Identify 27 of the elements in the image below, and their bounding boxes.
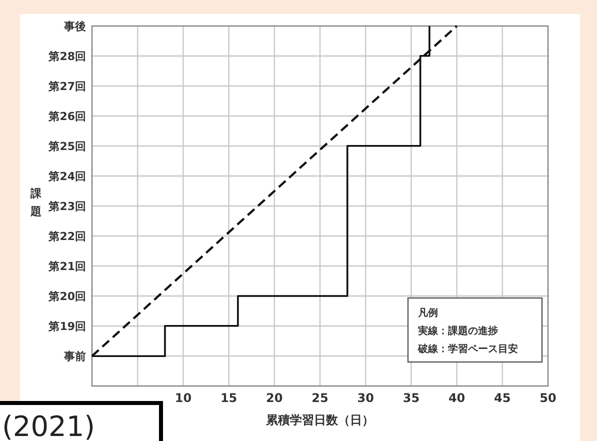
- annotation: 実線：課題の進捗: [417, 325, 498, 337]
- x-tick-label: 15: [220, 391, 238, 405]
- category-label: 第28回: [48, 50, 86, 63]
- x-tick-label: 10: [174, 391, 192, 405]
- category-label: 第25回: [48, 140, 86, 153]
- y-axis-title: 課題: [30, 187, 42, 218]
- category-label: 事後: [64, 20, 86, 33]
- x-axis-title: 累積学習日数（日）: [265, 413, 374, 427]
- x-tick-label: 45: [494, 391, 511, 405]
- category-label: 事前: [64, 350, 86, 363]
- x-tick-label: 30: [357, 391, 374, 405]
- text: (2021): [2, 410, 96, 441]
- annotation: 破線：学習ペース目安: [417, 343, 518, 355]
- x-tick-label: 20: [266, 391, 283, 405]
- category-label: 第24回: [48, 170, 86, 183]
- x-tick-label: 35: [402, 391, 420, 405]
- category-label: 第26回: [48, 110, 86, 123]
- x-tick-label: 25: [312, 391, 328, 405]
- category-label: 第20回: [48, 290, 86, 303]
- category-label: 第27回: [48, 80, 86, 93]
- category-label: 第22回: [48, 230, 86, 243]
- x-tick-label: 40: [448, 391, 466, 405]
- category-label: 第21回: [48, 260, 86, 273]
- x-tick-label: 50: [540, 391, 556, 405]
- category-label: 第19回: [48, 320, 86, 333]
- category-label: 第23回: [48, 200, 86, 213]
- annotation: 凡例: [417, 307, 438, 319]
